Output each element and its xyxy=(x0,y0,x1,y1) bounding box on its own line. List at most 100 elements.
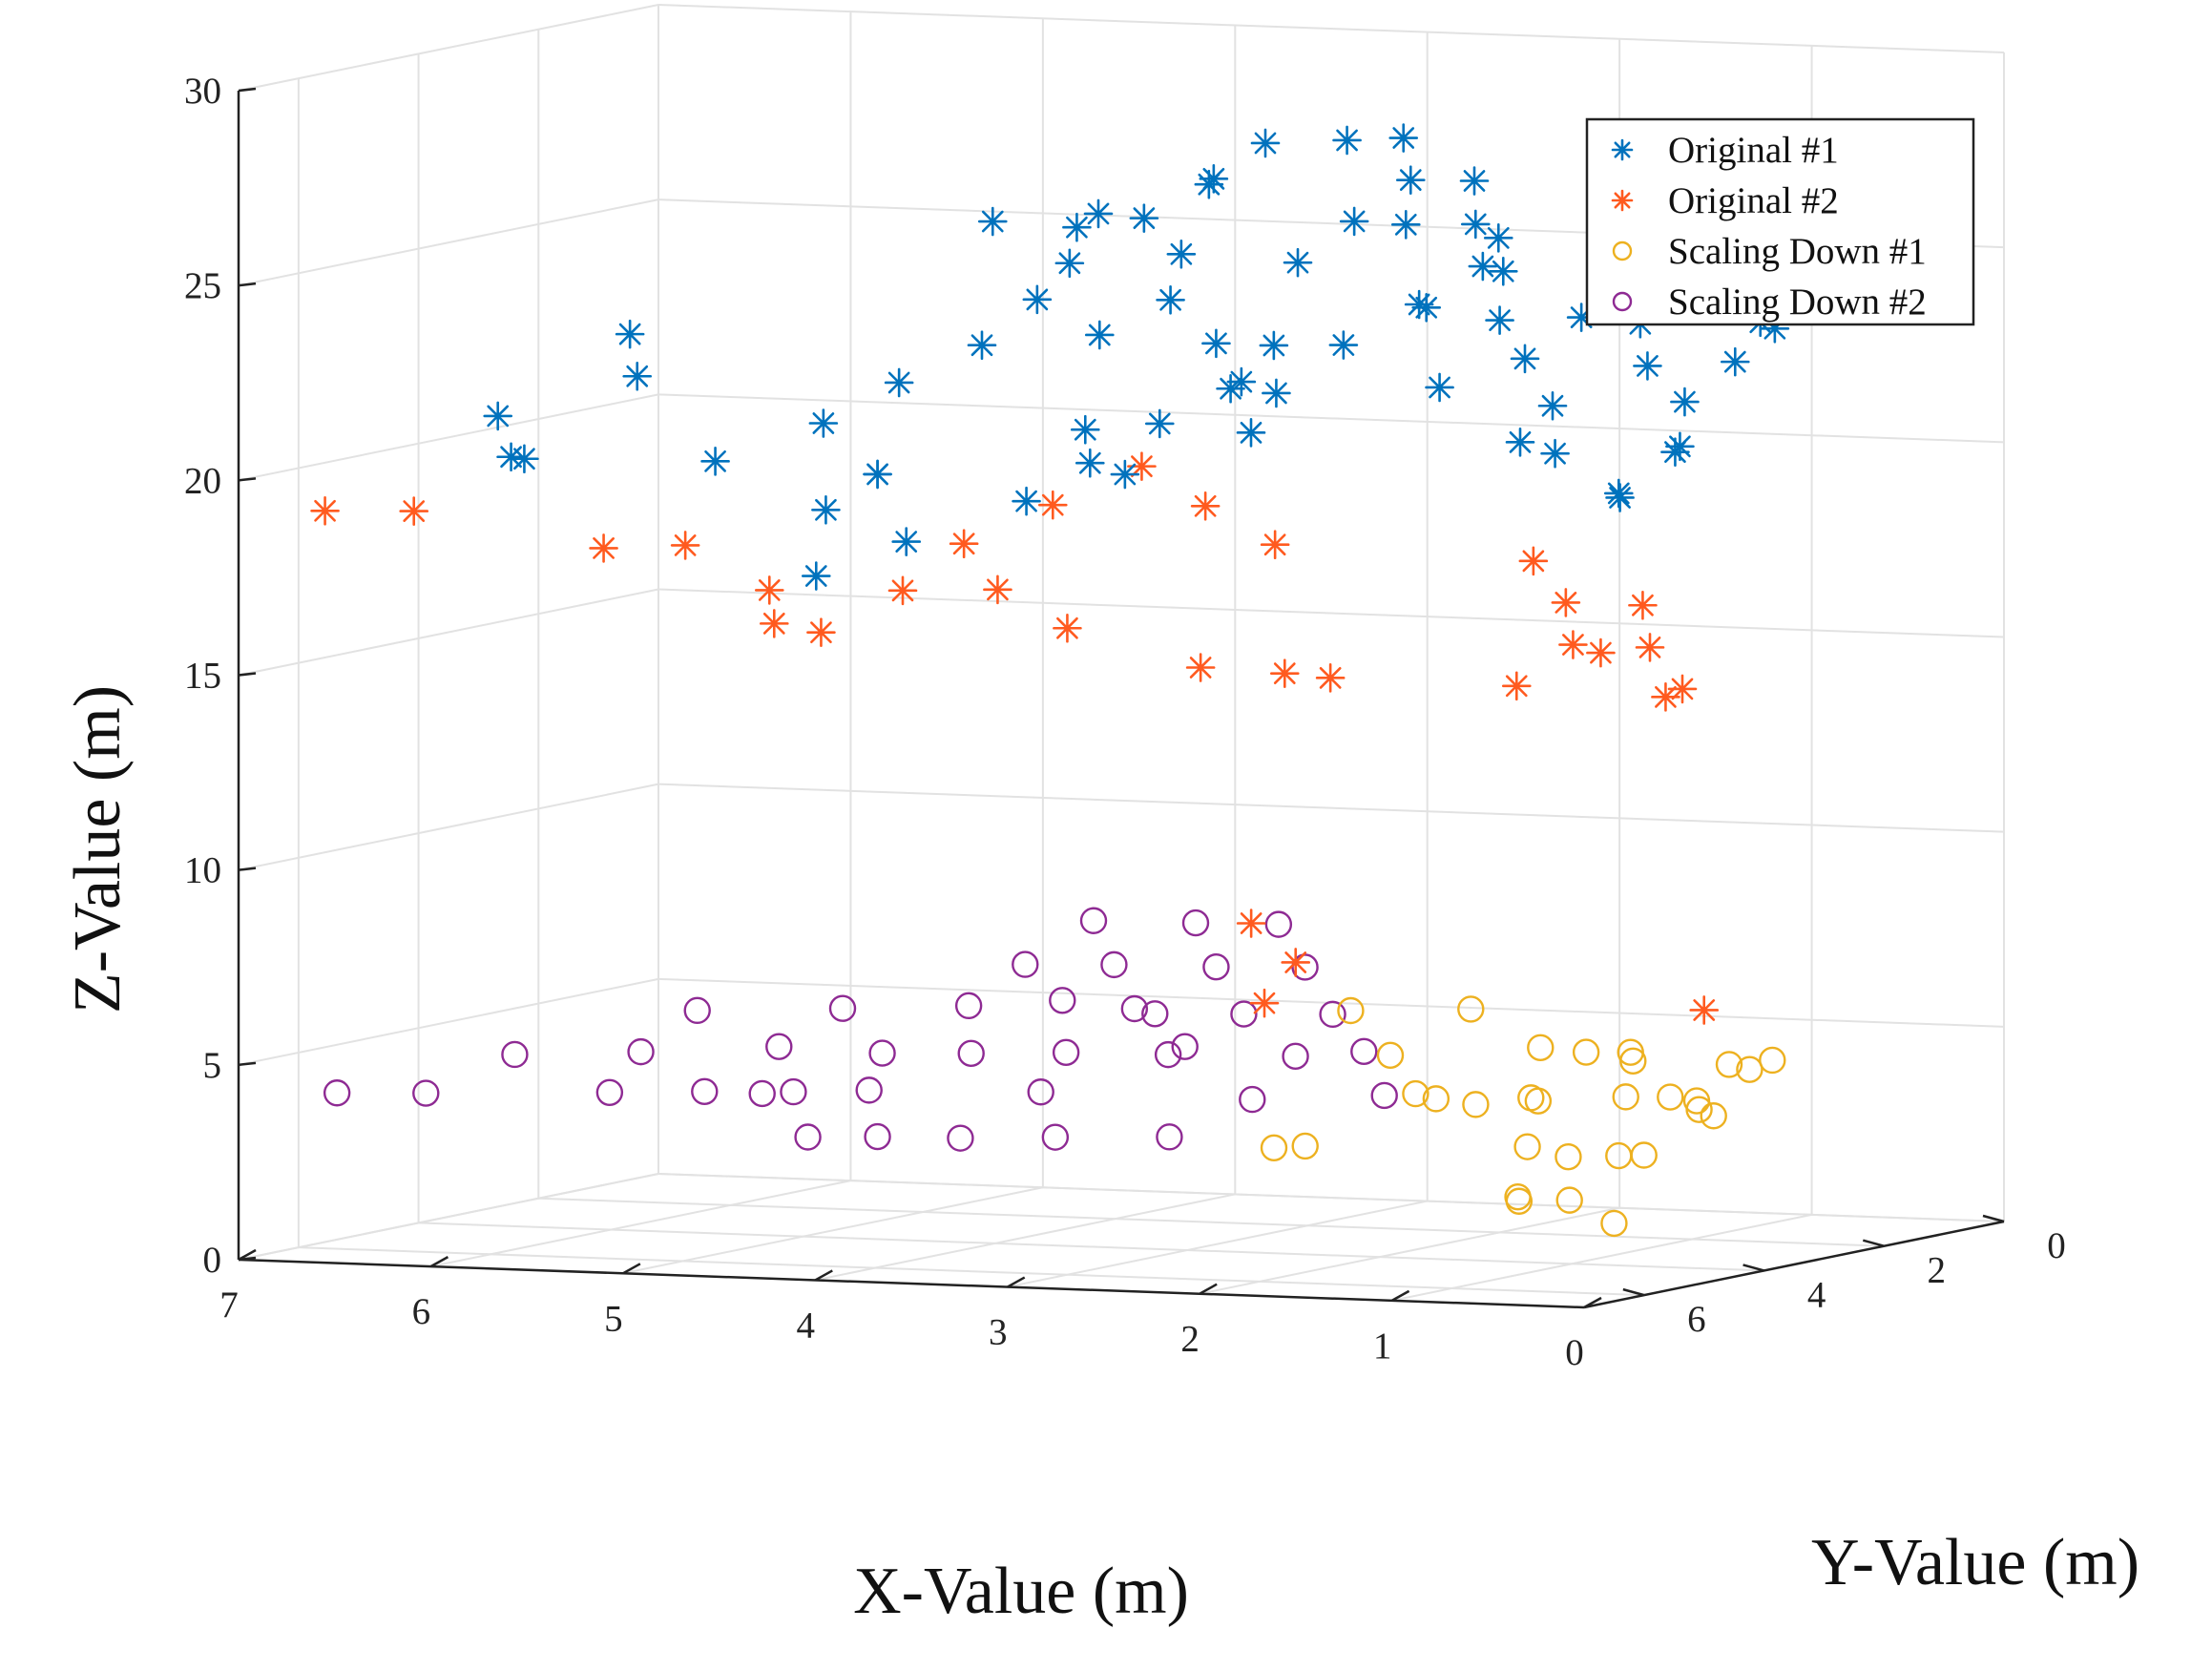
scaling-down-2-point xyxy=(947,1124,974,1152)
original-1-point xyxy=(510,444,539,474)
y-tick-label: 6 xyxy=(1687,1299,1706,1340)
original-1-point xyxy=(1259,330,1289,361)
original-1-point xyxy=(1537,390,1568,421)
original-1-point xyxy=(1411,292,1442,323)
back-wall-gridline xyxy=(657,4,2005,53)
z-tick-label: 25 xyxy=(184,265,221,306)
scaling-down-1-point xyxy=(1291,1132,1319,1160)
x-tick-mark xyxy=(1583,1296,1602,1309)
floor-gridline xyxy=(1391,1213,1812,1302)
scaling-down-1-point xyxy=(1524,1087,1553,1115)
floor-gridline xyxy=(622,1186,1044,1275)
original-1-point xyxy=(1144,408,1175,439)
scaling-down-1-point xyxy=(1759,1046,1786,1075)
original-1-point xyxy=(1460,209,1491,240)
back-wall-gridline xyxy=(657,393,2005,444)
original-1-point xyxy=(1216,373,1245,404)
scaling-down-2-point xyxy=(1012,950,1039,978)
original-2-point xyxy=(949,529,979,559)
scaling-down-1-point xyxy=(1619,1047,1647,1076)
original-1-point xyxy=(1510,344,1540,374)
original-2-point xyxy=(1501,671,1532,701)
scaling-down-2-point xyxy=(1079,907,1108,934)
scaling-down-2-point xyxy=(501,1040,529,1069)
side-wall-gridline xyxy=(238,393,659,482)
original-2-point xyxy=(1236,909,1266,938)
original-1-point xyxy=(700,447,730,476)
legend-marker-original-2 xyxy=(1611,189,1634,212)
scaling-down-2-point xyxy=(683,996,711,1025)
z-tick-label: 5 xyxy=(203,1045,222,1086)
x-tick-label: 4 xyxy=(797,1305,816,1346)
original-1-point xyxy=(483,401,513,431)
x-tick-label: 5 xyxy=(604,1298,623,1339)
y-tick-mark xyxy=(1742,1264,1764,1272)
original-2-point xyxy=(589,533,618,563)
original-2-point xyxy=(806,617,836,647)
side-wall-gridline xyxy=(238,198,659,287)
x-tick-mark xyxy=(1390,1289,1410,1302)
original-1-point xyxy=(1075,448,1105,478)
scaling-down-2-point xyxy=(828,994,857,1022)
z-tick-label: 15 xyxy=(184,656,221,697)
original-1-point xyxy=(1332,125,1362,156)
scaling-down-1-point xyxy=(1422,1085,1450,1113)
scaling-down-1-point xyxy=(1376,1041,1405,1070)
scaling-down-1-point xyxy=(1260,1134,1288,1161)
original-2-point xyxy=(754,575,784,605)
y-tick-mark xyxy=(1622,1287,1645,1297)
original-1-point xyxy=(1236,418,1266,448)
original-2-point xyxy=(1689,995,1720,1025)
floor-gridline xyxy=(1199,1206,1620,1295)
scaling-down-2-point xyxy=(323,1079,351,1107)
scaling-down-2-point xyxy=(765,1033,793,1060)
z-tick-mark xyxy=(238,1061,257,1067)
legend: Original #1 Original #2 Scaling Down #1 Sca… xyxy=(1585,117,1975,326)
scaling-down-2-point xyxy=(1049,987,1076,1014)
original-1-point xyxy=(884,367,914,398)
legend-marker-scaling-down-1 xyxy=(1612,240,1633,261)
y-tick-label: 0 xyxy=(2047,1225,2066,1266)
scaling-down-1-point xyxy=(1612,1083,1639,1111)
original-1-point xyxy=(808,408,839,438)
original-1-point xyxy=(1388,123,1419,153)
original-2-point xyxy=(1628,590,1658,620)
original-2-point xyxy=(1315,663,1346,693)
x-tick-label: 7 xyxy=(219,1285,239,1326)
original-1-point xyxy=(811,495,841,525)
original-2-point xyxy=(1635,633,1665,662)
x-tick-label: 1 xyxy=(1373,1326,1392,1367)
original-1-point xyxy=(1166,240,1197,269)
original-1-point xyxy=(1129,203,1159,233)
y-tick-mark xyxy=(1982,1214,2005,1223)
floor-gridline xyxy=(815,1193,1236,1282)
z-tick-mark xyxy=(238,477,257,482)
scaling-down-1-point xyxy=(1572,1038,1600,1066)
x-tick-label: 6 xyxy=(412,1291,431,1332)
z-tick-label: 20 xyxy=(184,460,221,501)
original-1-point xyxy=(1605,483,1635,512)
original-2-point xyxy=(1281,948,1311,977)
x-tick-mark xyxy=(1007,1276,1026,1288)
side-wall-gridline xyxy=(238,4,659,92)
legend-entries: Original #1 Original #2 Scaling Down #1 Sca… xyxy=(1611,130,1927,323)
original-2-point xyxy=(1249,988,1280,1018)
original-2-point xyxy=(1185,653,1216,682)
scaling-down-1-point xyxy=(1657,1083,1684,1111)
original-1-point xyxy=(977,206,1008,237)
scaling-down-1-point xyxy=(1505,1187,1534,1215)
original-2-point xyxy=(1651,682,1680,712)
scaling-down-2-point xyxy=(1141,1000,1169,1028)
scaling-down-1-point xyxy=(1700,1102,1727,1130)
legend-marker-scaling-down-2 xyxy=(1612,291,1633,312)
y-tick-label: 4 xyxy=(1807,1274,1826,1315)
z-tick-label: 0 xyxy=(203,1240,222,1281)
original-1-point xyxy=(1262,378,1291,408)
original-2-point xyxy=(1260,530,1290,560)
z-tick-mark xyxy=(238,282,257,287)
x-tick-label: 0 xyxy=(1565,1332,1584,1373)
legend-box xyxy=(1585,117,1975,326)
original-2-point xyxy=(1558,630,1588,659)
original-1-point xyxy=(1670,386,1700,417)
